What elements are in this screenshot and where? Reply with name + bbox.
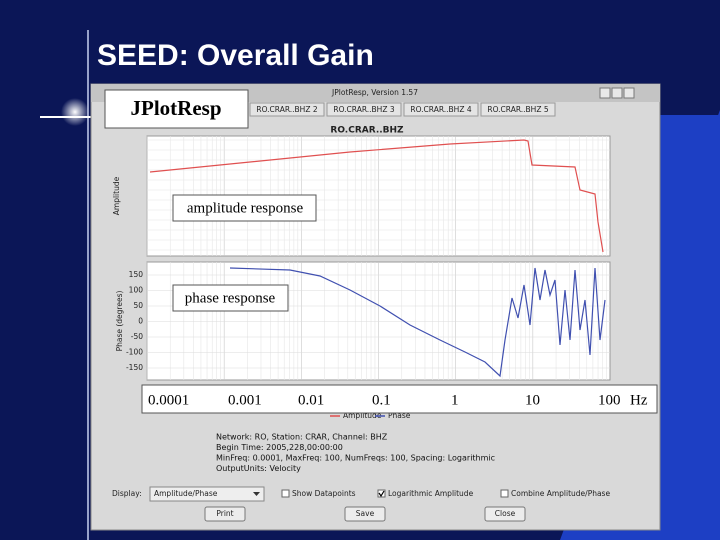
maximize[interactable] (611, 87, 623, 99)
frequency-labels: 0.0001 0.001 0.01 0.1 1 10 100 (148, 392, 621, 408)
checkbox-label: Logarithmic Amplitude (388, 489, 474, 498)
checkbox-label: Combine Amplitude/Phase (511, 489, 610, 498)
tabs: RO.CRAR..BHZ 2 RO.CRAR..BHZ 3 RO.CRAR..BHZ… (249, 102, 556, 117)
checkboxes: Show Datapoints Logarithmic Amplitude Comb… (281, 489, 610, 498)
plot-title: RO.CRAR..BHZ (330, 126, 404, 136)
window-controls (599, 87, 635, 99)
phase-tick-label: -100 (126, 348, 143, 357)
window-title: JPlotResp, Version 1.57 (331, 88, 418, 97)
legend-label: Phase (388, 411, 411, 420)
info: Network: RO, Station: CRAR, Channel: BHZ… (216, 433, 495, 474)
check-mark (378, 490, 385, 498)
phase-ticks: 150 100 50 0 -50 -100 -150 (126, 270, 143, 372)
frequency-unit: Hz (630, 392, 648, 408)
glow (61, 98, 89, 126)
checkbox[interactable] (500, 489, 509, 498)
tab-label: RO.CRAR..BHZ 5 (487, 105, 548, 114)
info-line: Network: RO, Station: CRAR, Channel: BHZ (216, 433, 388, 442)
phase-callout-text: phase response (185, 290, 276, 306)
tab-label: RO.CRAR..BHZ 4 (410, 105, 471, 114)
frequency-label: 100 (598, 392, 621, 408)
tab[interactable] (326, 102, 402, 117)
buttons: Print Save Close (204, 506, 526, 522)
legend-label: Amplitude (343, 411, 382, 420)
display-value: Amplitude/Phase (154, 489, 218, 498)
tab[interactable] (480, 102, 556, 117)
info-line: MinFreq: 0.0001, MaxFreq: 100, NumFreqs:… (216, 454, 495, 463)
tab[interactable] (403, 102, 479, 117)
minimize[interactable] (599, 87, 611, 99)
amplitude-callout (172, 194, 317, 222)
button-label: Close (495, 509, 516, 518)
select-arrow (253, 492, 260, 496)
phase-tick-label: -50 (131, 332, 143, 341)
grid (146, 136, 610, 380)
frequency-label: 10 (525, 392, 540, 408)
frequency-label: 0.0001 (148, 392, 189, 408)
display-select[interactable] (149, 486, 265, 502)
close-window[interactable] (623, 87, 635, 99)
app-callout (104, 89, 249, 129)
display-label: Display: (112, 489, 142, 498)
frequency-label: 0.001 (228, 392, 262, 408)
phase-tick-label: 150 (129, 270, 144, 279)
frequency-label: 0.01 (298, 392, 324, 408)
tab[interactable] (249, 102, 325, 117)
info-line: OutputUnits: Velocity (216, 464, 301, 473)
tab-label: RO.CRAR..BHZ 2 (256, 105, 317, 114)
frequency-label: 1 (451, 392, 459, 408)
app-callout-text: JPlotResp (131, 96, 222, 120)
button-label: Save (356, 509, 375, 518)
checkbox-label: Show Datapoints (292, 489, 356, 498)
frequency-callout (141, 384, 658, 414)
button[interactable] (204, 506, 246, 522)
phase-callout (172, 284, 289, 312)
checkbox[interactable] (377, 489, 386, 498)
info-line: Begin Time: 2005,228,00:00:00 (216, 443, 343, 452)
amplitude-curve (149, 139, 604, 253)
button[interactable] (344, 506, 386, 522)
amplitude-callout-text: amplitude response (187, 200, 304, 216)
tab-label: RO.CRAR..BHZ 3 (333, 105, 394, 114)
button-label: Print (216, 509, 233, 518)
phase-tick-label: 50 (133, 301, 143, 310)
phase-curve (229, 267, 606, 378)
checkbox[interactable] (281, 489, 290, 498)
slide-title: SEED: Overall Gain (97, 39, 374, 72)
phase-tick-label: -150 (126, 363, 143, 372)
legend: Amplitude Phase (330, 411, 411, 420)
phase-axis-label: Phase (degrees) (115, 291, 124, 352)
button[interactable] (484, 506, 526, 522)
phase-tick-label: 100 (129, 286, 144, 295)
frequency-label: 0.1 (372, 392, 391, 408)
amplitude-axis-label: Amplitude (112, 176, 121, 215)
phase-tick-label: 0 (138, 317, 143, 326)
